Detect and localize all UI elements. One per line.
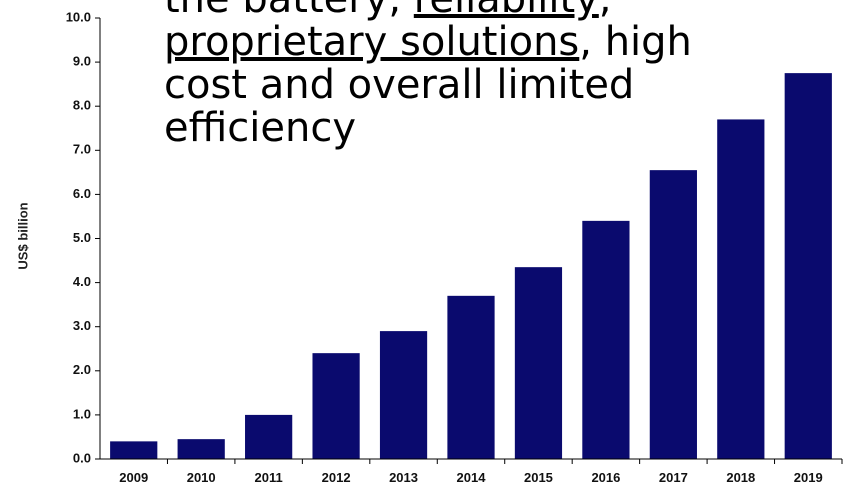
bar-2015 <box>514 267 563 459</box>
y-tick-label: 1.0 <box>73 406 91 421</box>
bar-2009 <box>110 441 158 459</box>
x-tick-label-2019: 2019 <box>794 470 823 485</box>
bar-2016 <box>582 220 630 459</box>
y-axis-title: US$ billion <box>15 202 30 269</box>
bar-2014 <box>447 295 495 459</box>
x-tick-label-2015: 2015 <box>524 470 553 485</box>
overlay-line-4: efficiency <box>164 105 357 151</box>
x-tick-label-2018: 2018 <box>726 470 755 485</box>
proprietary-solutions-link[interactable]: proprietary solutions <box>164 19 580 65</box>
x-tick-label-2011: 2011 <box>255 470 283 485</box>
x-tick-label-2012: 2012 <box>322 470 351 485</box>
y-tick-label: 3.0 <box>73 318 91 333</box>
y-tick-label: 0.0 <box>73 450 91 465</box>
overlay-line-1-pre: the battery, <box>164 0 414 22</box>
y-tick-label: 4.0 <box>73 274 91 289</box>
x-tick-label-2010: 2010 <box>187 470 216 485</box>
bar-2019 <box>784 73 832 459</box>
y-tick-label: 6.0 <box>73 186 91 201</box>
x-tick-label-2014: 2014 <box>457 470 487 485</box>
x-axis: 2009 2010 2011 2012 2013 2014 2015 2016 2017 2018… <box>119 459 843 485</box>
y-tick-label: 9.0 <box>73 54 91 69</box>
overlay-line-2: proprietary solutions, high <box>164 21 692 64</box>
x-tick-label-2013: 2013 <box>389 470 418 485</box>
bar-2012 <box>312 353 360 459</box>
y-tick-label: 5.0 <box>73 230 91 245</box>
y-axis: 0.0 1.0 2.0 3.0 4.0 5.0 6.0 7.0 8.0 9.0 10.0 <box>66 9 100 465</box>
overlay-line-3: cost and overall limited <box>164 62 635 108</box>
overlay-line-1: the battery, reliability, <box>164 0 692 21</box>
reliability-link[interactable]: reliability <box>414 0 599 22</box>
x-tick-label-2009: 2009 <box>119 470 148 485</box>
bar-2011 <box>245 414 293 459</box>
x-tick-label-2016: 2016 <box>591 470 620 485</box>
overlay-line-2-post: , high <box>579 19 692 65</box>
overlay-text: the battery, reliability, proprietary so… <box>164 0 692 150</box>
bars-group <box>110 73 832 460</box>
y-tick-label: 10.0 <box>66 9 91 24</box>
x-tick-label-2017: 2017 <box>659 470 688 485</box>
y-tick-label: 7.0 <box>73 142 91 157</box>
bar-2018 <box>717 119 765 460</box>
bar-2010 <box>177 439 225 459</box>
bar-2013 <box>379 331 428 459</box>
overlay-line-1-post: , <box>599 0 612 22</box>
bar-2017 <box>649 170 697 459</box>
y-tick-label: 2.0 <box>73 362 91 377</box>
y-tick-label: 8.0 <box>73 98 91 113</box>
